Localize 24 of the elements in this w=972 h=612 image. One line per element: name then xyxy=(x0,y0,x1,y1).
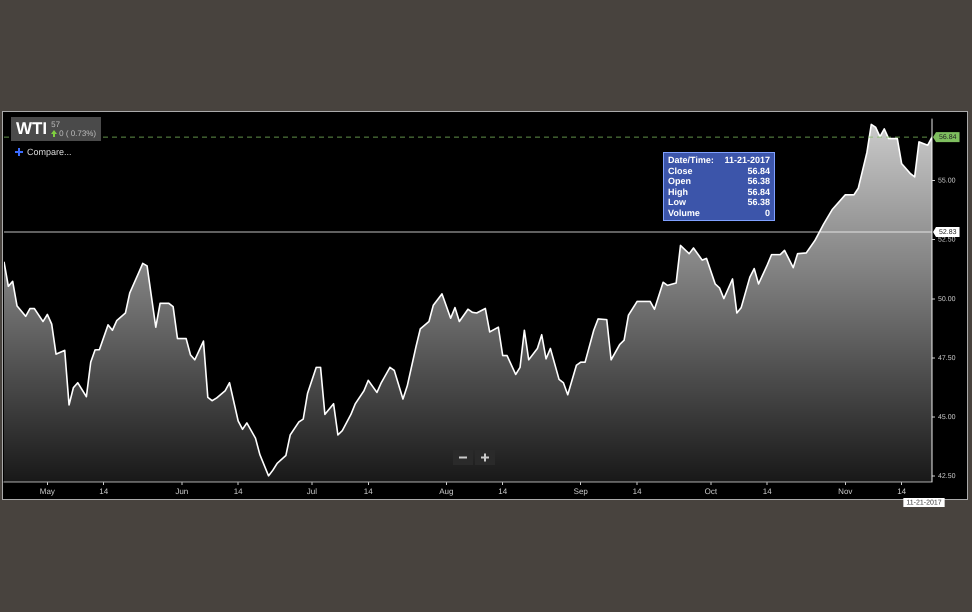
text: Open 56.38 xyxy=(668,176,770,186)
x-tick-label: 14 xyxy=(234,487,244,496)
x-tick-label: 14 xyxy=(632,487,642,496)
x-tick-label: Oct xyxy=(704,487,718,496)
x-tick-label: Jul xyxy=(306,487,318,496)
x-tick-label: Sep xyxy=(574,487,588,496)
x-tick-label: Nov xyxy=(838,487,852,496)
x-tick-label: 14 xyxy=(762,487,772,496)
x-tick-label: 14 xyxy=(498,487,508,496)
x-tick-label: 14 xyxy=(897,487,907,496)
x-tick-label: May xyxy=(40,487,55,496)
text: High 56.84 xyxy=(668,186,770,196)
chart-subtitle: 57 xyxy=(51,120,62,129)
annotation: Date/Time: 11-21-2017 xyxy=(668,155,770,166)
annotation: 0 ( 0.73%) xyxy=(59,129,96,138)
x-tick-label: Aug xyxy=(439,487,454,496)
annotation: Compare... xyxy=(27,147,72,157)
text: Low 56.38 xyxy=(668,197,770,207)
x-tick-label: 14 xyxy=(364,487,374,496)
text: Volume 0 xyxy=(668,208,770,218)
chart-title: WTI xyxy=(16,119,48,139)
x-tick-label: Jun xyxy=(175,487,188,496)
text: Close 56.84 xyxy=(668,166,770,176)
x-tick-label: 14 xyxy=(99,487,109,496)
